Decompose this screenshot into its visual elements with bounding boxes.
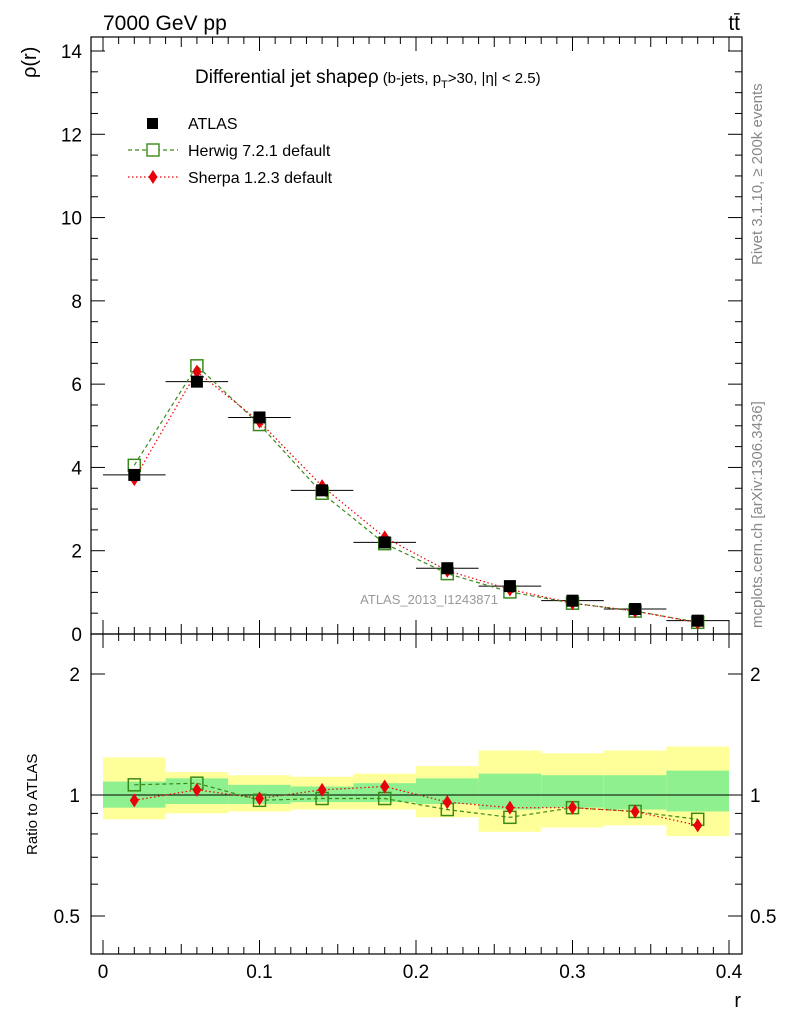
x-tick-label: 0.1 — [246, 962, 272, 983]
main-atlas-point — [441, 562, 454, 575]
x-tick-label: 0 — [98, 962, 109, 983]
plot-title-main: Differential jet shape — [195, 67, 368, 88]
ratio-sherpa-point — [255, 791, 264, 806]
main-atlas-point — [691, 614, 704, 627]
legend-herwig-marker — [146, 143, 160, 157]
ratio-y-tick-label-right: 2 — [750, 665, 761, 686]
energy-label: 7000 GeV pp — [103, 12, 227, 35]
main-y-axis-label: ρ(r) — [19, 47, 41, 78]
main-sherpa-point — [192, 364, 202, 379]
main-atlas-point — [629, 603, 642, 616]
ratio-sherpa-point — [317, 782, 327, 797]
ratio-uncertainty-bands — [91, 746, 742, 837]
x-tick-label: 0.3 — [559, 962, 585, 983]
main-y-tick-label: 14 — [61, 42, 83, 63]
legend-herwig-label: Herwig 7.2.1 default — [188, 143, 331, 160]
legend-sherpa-marker — [148, 170, 158, 184]
main-atlas-point — [128, 468, 141, 481]
ratio-sherpa-point — [568, 800, 577, 815]
main-atlas-point — [253, 411, 266, 424]
legend-atlas-label: ATLAS — [188, 116, 238, 133]
ratio-y-tick-label: 2 — [69, 665, 80, 686]
ratio-y-axis-label: Ratio to ATLAS — [24, 754, 41, 855]
main-y-tick-label: 8 — [71, 292, 82, 313]
plot-title: Differential jet shapeρ (b-jets, pT>30, |… — [195, 67, 541, 91]
plot-title-sub-b: >30, |η| < 2.5) — [448, 70, 541, 87]
data-series — [103, 359, 729, 833]
plot-title-sub-a: (b-jets, p — [383, 70, 441, 87]
x-axis-label: r — [734, 990, 741, 1012]
main-atlas-point — [190, 375, 203, 388]
mcplots-source-label: mcplots.cern.ch [arXiv:1306.3436] — [749, 401, 766, 628]
ratio-sherpa-point — [693, 818, 703, 833]
ratio-axes: 0 0.1 0.2 0.3 0.4 0.5 0.5 1 1 2 2 — [54, 634, 776, 983]
main-y-tick-label: 6 — [71, 375, 82, 396]
legend-atlas-marker — [147, 118, 158, 129]
ratio-sherpa-line — [134, 785, 698, 826]
process-label: tt̄ — [728, 12, 740, 35]
ratio-sherpa-point — [380, 779, 390, 794]
legend-sherpa-label: Sherpa 1.2.3 default — [188, 170, 333, 187]
x-tick-label: 0.2 — [403, 962, 429, 983]
ratio-sherpa-point — [442, 795, 452, 810]
main-atlas-point — [378, 536, 391, 549]
ratio-y-tick-label: 0.5 — [54, 907, 80, 928]
rivet-version-label: Rivet 3.1.10, ≥ 200k events — [749, 83, 766, 265]
main-atlas-point — [566, 594, 579, 607]
main-atlas-point — [316, 484, 329, 497]
main-y-tick-label: 2 — [71, 542, 82, 563]
main-y-tick-label: 4 — [71, 458, 82, 479]
ratio-y-tick-label: 1 — [69, 786, 80, 807]
ratio-y-tick-label-right: 0.5 — [750, 907, 776, 928]
ratio-sherpa-point — [630, 804, 640, 819]
legend: ATLAS Herwig 7.2.1 default Sherpa 1.2.3 … — [128, 116, 333, 187]
ratio-sherpa-point — [505, 800, 515, 815]
ratio-sherpa-point — [192, 782, 202, 797]
main-sherpa-line — [133, 370, 698, 624]
main-axes: 0 2 4 6 8 10 12 14 — [61, 37, 742, 646]
x-tick-label: 0.4 — [716, 962, 743, 983]
plot-title-sub-t: T — [441, 79, 448, 91]
main-atlas-point — [503, 580, 516, 593]
analysis-id-label: ATLAS_2013_I1243871 — [360, 592, 498, 607]
ratio-herwig-point — [127, 778, 142, 792]
ratio-band-inner — [603, 775, 667, 810]
plot-title-rho: ρ — [368, 67, 379, 88]
ratio-band-inner — [666, 770, 729, 812]
main-herwig-line — [133, 364, 698, 623]
main-y-tick-label: 12 — [61, 125, 82, 146]
main-y-tick-label: 0 — [71, 625, 82, 646]
ratio-y-tick-label-right: 1 — [750, 786, 761, 807]
ratio-sherpa-point — [129, 793, 139, 808]
main-y-tick-label: 10 — [61, 209, 82, 230]
